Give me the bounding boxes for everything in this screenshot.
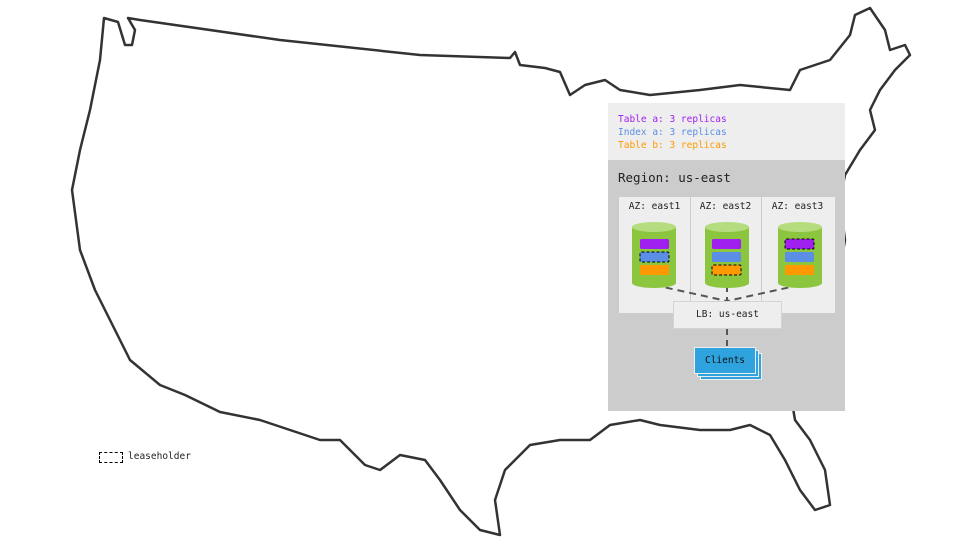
region-panel: Table a: 3 replicas Index a: 3 replicas … [608, 103, 845, 411]
legend-index-a: Index a: 3 replicas [618, 127, 727, 138]
replica-legend: Table a: 3 replicas Index a: 3 replicas … [608, 103, 845, 160]
database-east2 [705, 222, 749, 288]
database-east3 [778, 222, 822, 288]
clients-box: Clients [694, 347, 756, 374]
diagram-graphics [632, 222, 822, 346]
az-label: AZ: east2 [699, 201, 752, 212]
az-east1: AZ: east1 [619, 197, 691, 313]
az-label: AZ: east3 [771, 201, 824, 212]
legend-table-b: Table b: 3 replicas [618, 140, 727, 151]
az-east2: AZ: east2 [690, 197, 762, 313]
leaseholder-key-swatch [99, 452, 123, 463]
az-east3: AZ: east3 [762, 197, 833, 313]
region-title: Region: us-east [618, 170, 731, 185]
legend-table-a: Table a: 3 replicas [618, 114, 727, 125]
load-balancer: LB: us-east [673, 301, 782, 329]
az-label: AZ: east1 [628, 201, 681, 212]
database-east1 [632, 222, 676, 288]
leaseholder-key-label: leaseholder [128, 451, 191, 462]
